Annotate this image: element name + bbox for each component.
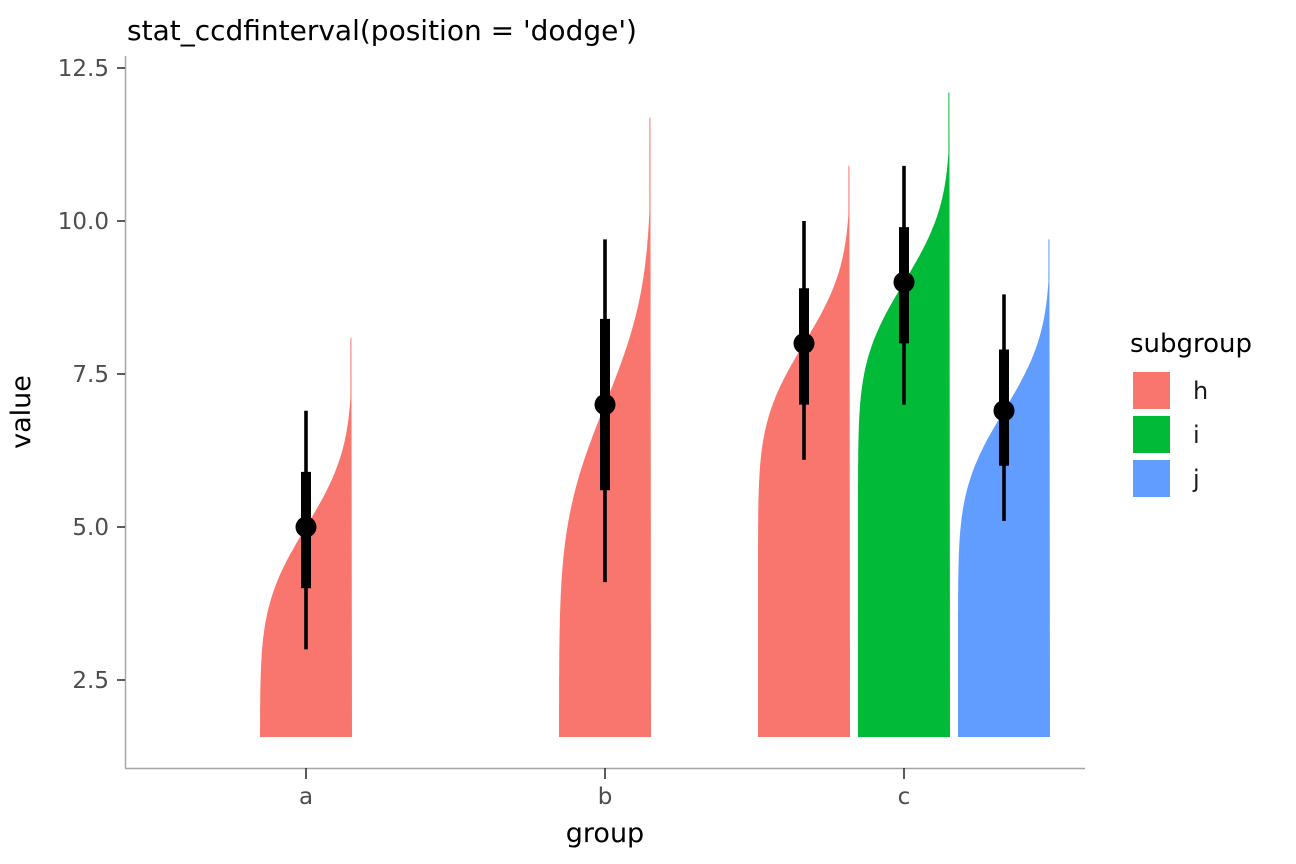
y-tick-label-2.5: 2.5	[72, 668, 109, 694]
x-tick-label-a: a	[299, 784, 313, 810]
intervals-layer	[295, 165, 1015, 650]
slabs-layer	[260, 92, 1050, 737]
legend-swatch-h	[1133, 372, 1170, 409]
median-point-a-h	[295, 516, 317, 538]
median-point-c-h	[793, 332, 815, 354]
median-point-c-j	[993, 400, 1015, 422]
median-point-c-i	[893, 271, 915, 293]
legend-swatch-j	[1133, 460, 1170, 497]
y-tick-label-10.0: 10.0	[58, 209, 109, 235]
legend-label-j: j	[1192, 465, 1200, 493]
x-tick-label-c: c	[898, 784, 911, 810]
median-point-b-h	[594, 394, 616, 416]
y-axis-title: value	[6, 375, 37, 449]
legend-label-i: i	[1193, 421, 1200, 449]
y-tick-label-12.5: 12.5	[58, 56, 109, 82]
x-tick-label-b: b	[598, 784, 613, 810]
legend-layer: hij	[1133, 372, 1208, 497]
legend-label-h: h	[1193, 377, 1208, 405]
slab-c-i	[858, 92, 950, 737]
legend-title: subgroup	[1130, 329, 1252, 359]
axes-layer: 2.5 5.0 7.5 10.0 12.5 a b c	[58, 56, 1085, 810]
x-axis-title: group	[566, 818, 644, 849]
legend-swatch-i	[1133, 416, 1170, 453]
y-tick-label-7.5: 7.5	[72, 362, 109, 388]
y-tick-label-5.0: 5.0	[72, 515, 109, 541]
chart-title: stat_ccdfinterval(position = 'dodge')	[127, 14, 637, 47]
